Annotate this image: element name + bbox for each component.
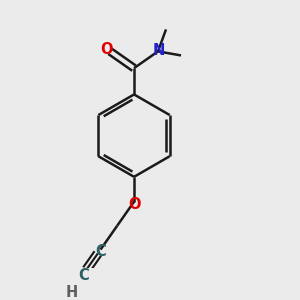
Text: H: H	[66, 285, 78, 300]
Text: O: O	[101, 42, 113, 57]
Text: C: C	[78, 268, 89, 283]
Text: N: N	[152, 43, 165, 58]
Text: C: C	[95, 244, 106, 259]
Text: O: O	[128, 197, 140, 212]
